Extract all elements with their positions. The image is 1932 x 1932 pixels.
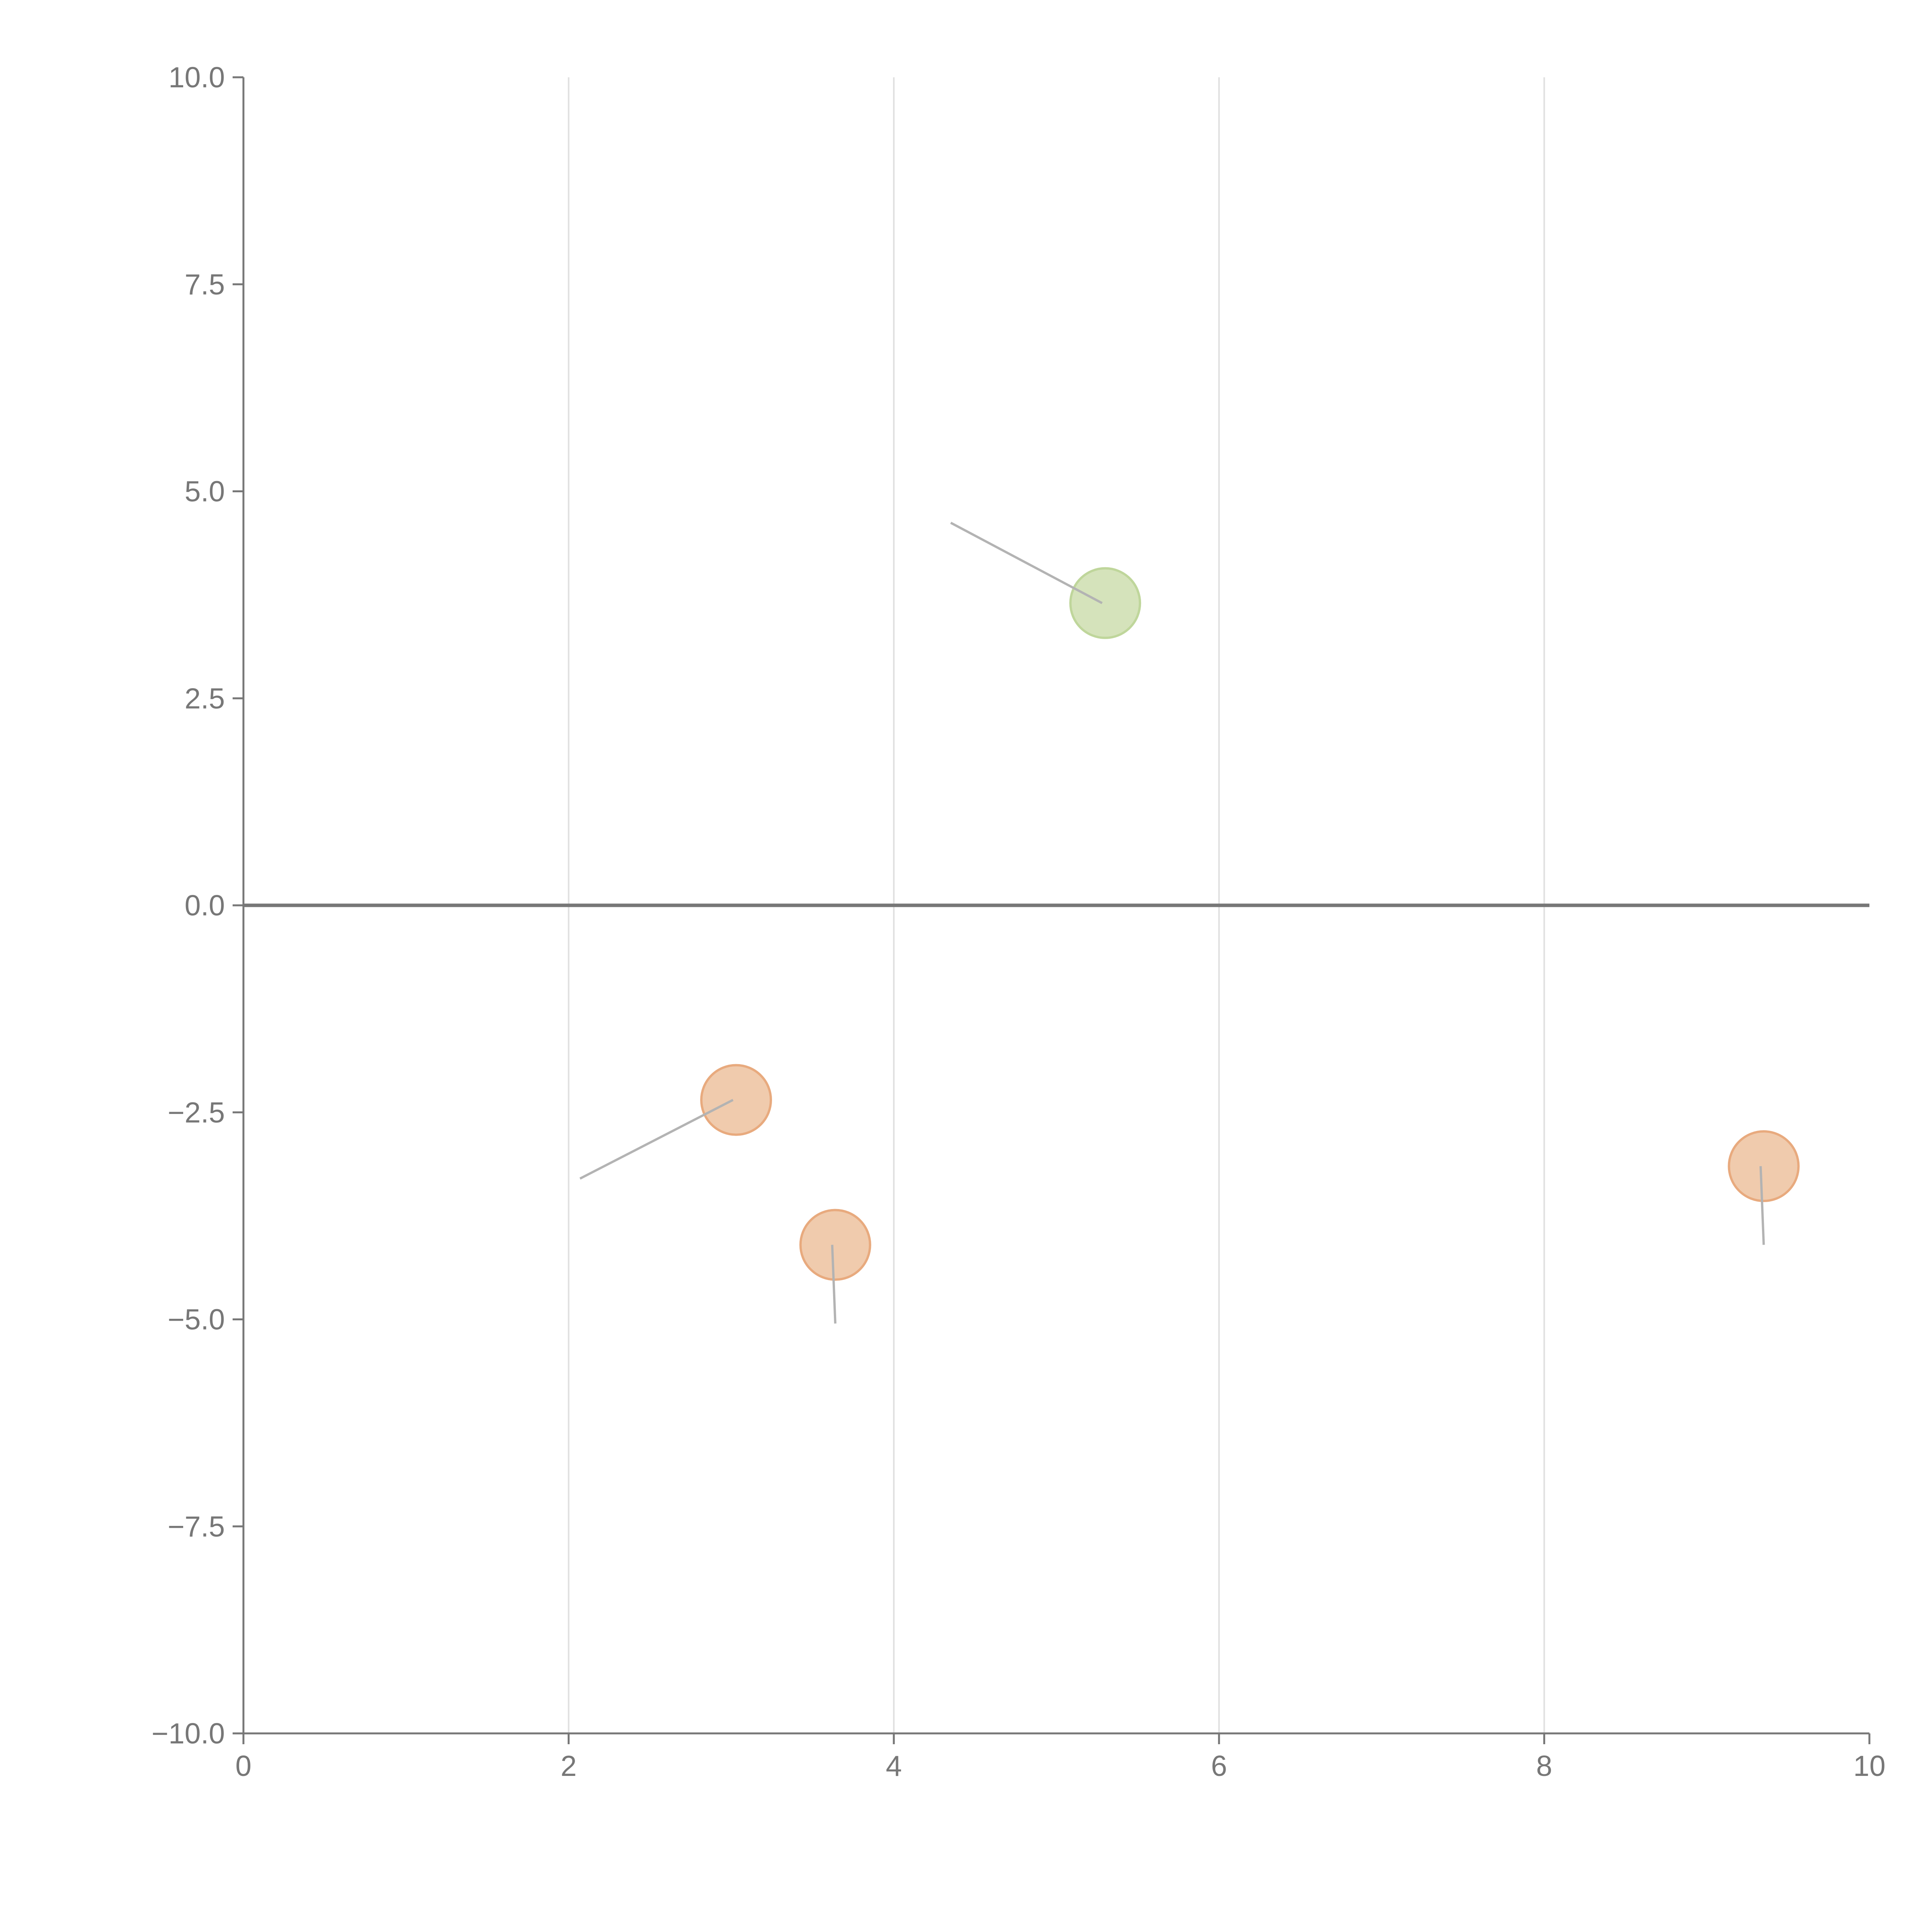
y-tick-label: −10.0 <box>151 1717 225 1750</box>
data-point <box>799 1209 871 1281</box>
y-tick-label: 5.0 <box>185 475 225 508</box>
x-tick-label: 8 <box>1536 1750 1553 1782</box>
connector-line <box>831 1245 837 1324</box>
connector-line <box>1759 1166 1765 1245</box>
connector-line <box>950 522 1103 604</box>
mark-layer <box>579 522 1800 1324</box>
label-layer: 10.0 7.5 5.0 2.5 0.0 −2.5 −5.0 −7.5 −10.0 0 2 4 6 8 10 <box>151 61 1886 1782</box>
y-tick-label: 2.5 <box>185 682 225 714</box>
data-point <box>700 1064 772 1136</box>
y-tick-label: −2.5 <box>168 1096 225 1129</box>
connector-line <box>579 1099 734 1180</box>
x-tick-label: 6 <box>1211 1750 1227 1782</box>
data-point <box>1728 1130 1800 1202</box>
x-tick-label: 0 <box>235 1750 252 1782</box>
y-tick-label: −5.0 <box>168 1303 225 1336</box>
axis-layer <box>233 76 1871 1744</box>
x-tick-label: 2 <box>561 1750 577 1782</box>
y-tick-label: −7.5 <box>168 1510 225 1543</box>
y-tick-label: 10.0 <box>168 61 225 94</box>
x-tick-label: 10 <box>1853 1750 1885 1782</box>
data-point <box>1069 567 1141 639</box>
x-tick-label: 4 <box>886 1750 902 1782</box>
y-tick-label: 7.5 <box>185 268 225 301</box>
y-tick-label: 0.0 <box>185 889 225 922</box>
